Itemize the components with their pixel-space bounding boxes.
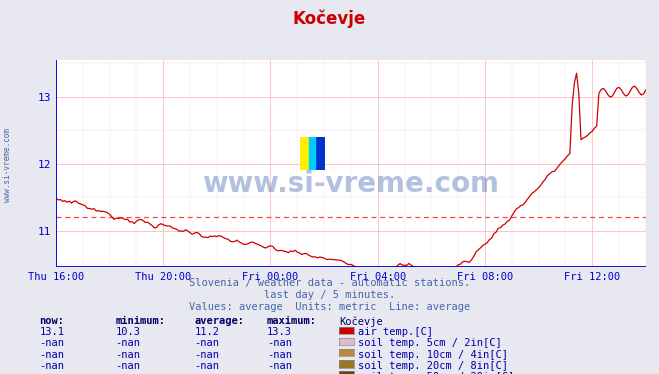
Text: 13.3: 13.3 [267,327,292,337]
Text: -nan: -nan [194,350,219,360]
Text: -nan: -nan [115,338,140,349]
Text: minimum:: minimum: [115,316,165,326]
Text: -nan: -nan [40,361,65,371]
Text: Kočevje: Kočevje [293,9,366,28]
Text: -nan: -nan [194,361,219,371]
Text: maximum:: maximum: [267,316,317,326]
Polygon shape [315,137,325,170]
Text: -nan: -nan [115,350,140,360]
Text: -nan: -nan [267,372,292,374]
Text: average:: average: [194,316,244,326]
Text: 13.1: 13.1 [40,327,65,337]
Text: air temp.[C]: air temp.[C] [358,327,433,337]
Text: www.si-vreme.com: www.si-vreme.com [202,171,500,198]
Text: Values: average  Units: metric  Line: average: Values: average Units: metric Line: aver… [189,302,470,312]
Text: soil temp. 10cm / 4in[C]: soil temp. 10cm / 4in[C] [358,350,508,360]
Text: -nan: -nan [40,372,65,374]
Text: -nan: -nan [267,361,292,371]
Text: soil temp. 50cm / 20in[C]: soil temp. 50cm / 20in[C] [358,372,514,374]
Polygon shape [308,137,315,170]
Text: -nan: -nan [194,338,219,349]
Polygon shape [308,137,325,170]
Text: -nan: -nan [194,372,219,374]
Text: -nan: -nan [115,372,140,374]
Text: -nan: -nan [267,350,292,360]
Text: -nan: -nan [40,338,65,349]
Text: -nan: -nan [115,361,140,371]
Text: 10.3: 10.3 [115,327,140,337]
Text: 11.2: 11.2 [194,327,219,337]
Text: Kočevje: Kočevje [339,316,383,327]
Text: Slovenia / weather data - automatic stations.: Slovenia / weather data - automatic stat… [189,278,470,288]
Text: soil temp. 20cm / 8in[C]: soil temp. 20cm / 8in[C] [358,361,508,371]
Text: now:: now: [40,316,65,326]
Text: www.si-vreme.com: www.si-vreme.com [3,128,13,202]
Text: -nan: -nan [40,350,65,360]
Text: soil temp. 5cm / 2in[C]: soil temp. 5cm / 2in[C] [358,338,501,349]
Text: -nan: -nan [267,338,292,349]
Text: last day / 5 minutes.: last day / 5 minutes. [264,290,395,300]
